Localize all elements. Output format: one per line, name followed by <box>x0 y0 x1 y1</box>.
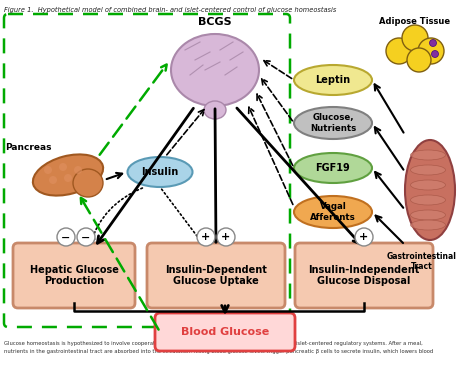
Circle shape <box>431 51 438 58</box>
Ellipse shape <box>405 140 455 240</box>
Circle shape <box>49 176 57 184</box>
Ellipse shape <box>410 165 446 175</box>
Text: −: − <box>61 232 71 243</box>
FancyBboxPatch shape <box>147 243 285 308</box>
Ellipse shape <box>410 180 446 190</box>
Text: Insulin-Independent
Glucose Disposal: Insulin-Independent Glucose Disposal <box>308 265 419 286</box>
Text: Glucose homeostasis is hypothesized to involve cooperative and coordinated inter: Glucose homeostasis is hypothesized to i… <box>4 341 423 346</box>
Text: Leptin: Leptin <box>315 75 351 85</box>
Ellipse shape <box>128 157 192 187</box>
Text: Adipose Tissue: Adipose Tissue <box>380 17 451 26</box>
Text: Figure 1.  Hypothetical model of combined brain- and islet-centered control of g: Figure 1. Hypothetical model of combined… <box>4 7 337 13</box>
FancyBboxPatch shape <box>13 243 135 308</box>
Circle shape <box>429 39 437 46</box>
Circle shape <box>59 163 67 171</box>
Text: Glucose,
Nutrients: Glucose, Nutrients <box>310 113 356 133</box>
Circle shape <box>77 228 95 246</box>
Text: nutrients in the gastrointestinal tract are absorbed into the circulation. Risin: nutrients in the gastrointestinal tract … <box>4 349 433 354</box>
Circle shape <box>44 166 52 174</box>
Ellipse shape <box>33 154 103 196</box>
Ellipse shape <box>204 101 226 119</box>
Text: Blood Glucose: Blood Glucose <box>181 327 269 337</box>
Text: +: + <box>221 232 231 243</box>
Ellipse shape <box>410 210 446 220</box>
Circle shape <box>402 25 428 51</box>
Text: BCGS: BCGS <box>198 17 232 27</box>
Text: Insulin: Insulin <box>141 167 179 177</box>
Ellipse shape <box>294 65 372 95</box>
Text: Hepatic Glucose
Production: Hepatic Glucose Production <box>29 265 118 286</box>
Circle shape <box>407 48 431 72</box>
Ellipse shape <box>171 34 259 106</box>
Text: FGF19: FGF19 <box>316 163 350 173</box>
Text: −: − <box>82 232 91 243</box>
Circle shape <box>217 228 235 246</box>
Ellipse shape <box>410 195 446 205</box>
Text: Insulin-Dependent
Glucose Uptake: Insulin-Dependent Glucose Uptake <box>165 265 267 286</box>
Circle shape <box>57 228 75 246</box>
Text: +: + <box>201 232 210 243</box>
Circle shape <box>64 174 72 182</box>
FancyBboxPatch shape <box>155 313 295 351</box>
Circle shape <box>418 38 444 64</box>
Ellipse shape <box>294 107 372 139</box>
Text: Gastrointestinal
Tract: Gastrointestinal Tract <box>387 252 457 272</box>
Circle shape <box>74 166 82 174</box>
Text: +: + <box>359 232 369 243</box>
Circle shape <box>355 228 373 246</box>
Ellipse shape <box>410 220 446 230</box>
Circle shape <box>386 38 412 64</box>
Ellipse shape <box>410 150 446 160</box>
Circle shape <box>197 228 215 246</box>
Ellipse shape <box>294 153 372 183</box>
Ellipse shape <box>73 169 103 197</box>
Text: Pancreas: Pancreas <box>5 142 51 151</box>
FancyBboxPatch shape <box>295 243 433 308</box>
Text: Vagal
Afferents: Vagal Afferents <box>310 202 356 222</box>
Ellipse shape <box>294 196 372 228</box>
